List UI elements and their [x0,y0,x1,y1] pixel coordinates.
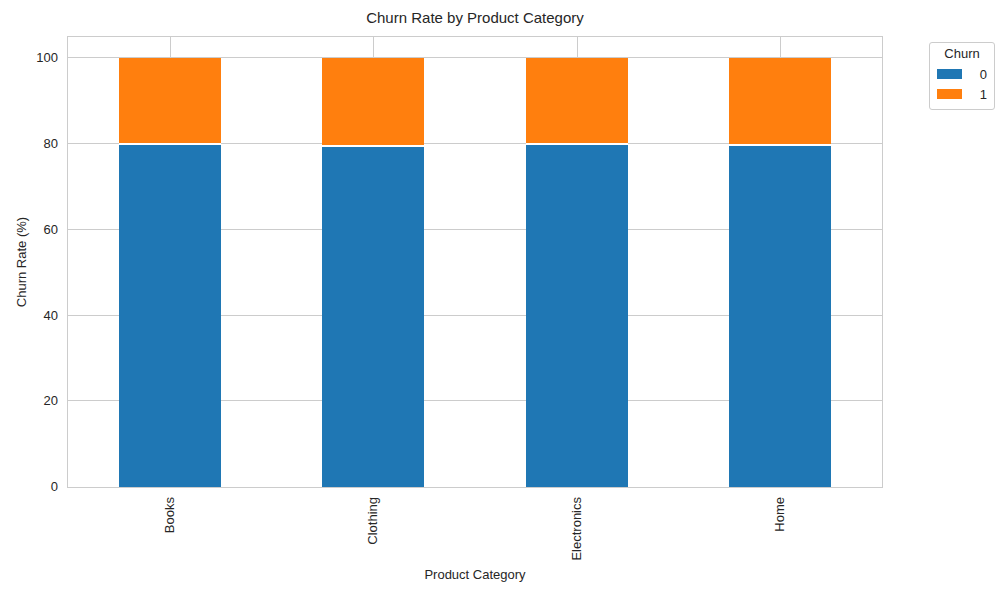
legend-item-1: 1 [937,84,987,104]
legend-items: 01 [937,64,987,104]
legend-item-0: 0 [937,64,987,84]
bar-segment-churn-0 [119,144,221,487]
legend: Churn 01 [929,42,995,110]
bar-segment-churn-1 [526,58,628,144]
y-tick-label: 60 [0,223,58,237]
x-tick-label: Home [773,497,787,532]
y-tick-label: 100 [0,51,58,65]
bar-segment-churn-0 [526,144,628,487]
y-tick-label: 0 [0,480,58,494]
bar-segment-churn-0 [729,145,831,487]
legend-swatch-icon [937,69,962,79]
x-tick-label: Electronics [570,497,584,561]
bar-books [119,37,221,487]
bar-segment-churn-0 [322,146,424,487]
bar-clothing [322,37,424,487]
plot-area [67,36,883,488]
x-tick-label: Books [163,497,177,533]
legend-swatch-icon [937,89,962,99]
x-axis-label: Product Category [67,567,883,582]
legend-item-label: 0 [962,67,987,82]
bar-electronics [526,37,628,487]
y-tick-label: 20 [0,394,58,408]
y-tick-label: 80 [0,137,58,151]
bar-home [729,37,831,487]
bar-segment-churn-1 [119,58,221,144]
bar-segment-churn-1 [729,58,831,144]
legend-item-label: 1 [962,87,987,102]
chart-figure: Churn Rate by Product Category Churn Rat… [0,0,1000,600]
chart-title: Churn Rate by Product Category [67,9,883,26]
x-tick-label: Clothing [366,497,380,545]
y-tick-label: 40 [0,309,58,323]
legend-title: Churn [937,46,987,62]
bar-segment-churn-1 [322,58,424,146]
